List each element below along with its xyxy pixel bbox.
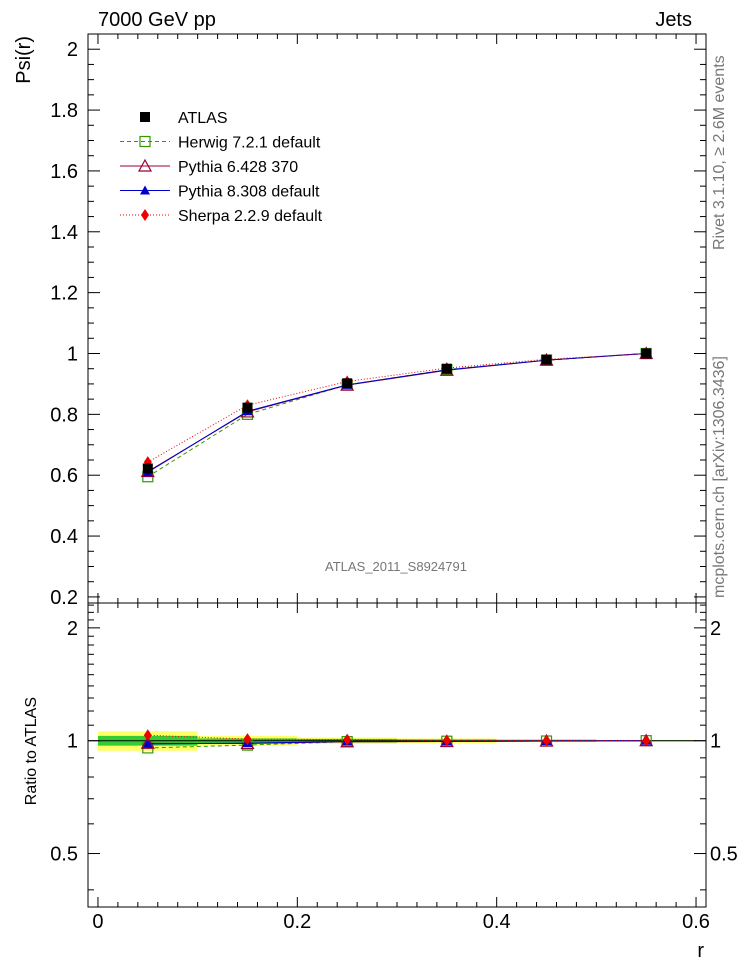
x-tick-label: 0.4 <box>483 911 511 933</box>
axis-ticks: 0 0.2 0.4 0.6 0.2 0.4 0.6 0.8 1 1.2 1.4 1.6 1.8 2 0.5 0… <box>50 34 738 933</box>
ratio-y-tick-label-right: 0.5 <box>710 844 738 866</box>
ratio-point-pythia-6-428-370 <box>140 736 155 749</box>
y-tick-label: 1.2 <box>50 283 78 305</box>
y-tick-label: 1 <box>67 343 78 365</box>
ratio-point-sherpa-2-2-9-default <box>143 729 152 742</box>
series-layer <box>140 346 654 754</box>
analysis-watermark: ATLAS_2011_S8924791 <box>325 559 467 574</box>
legend: ATLAS Herwig 7.2.1 default Pythia 6.428 37… <box>120 110 323 225</box>
ratio-point-pythia-8-308-default <box>142 738 153 748</box>
y-tick-label: 0.2 <box>50 587 78 609</box>
legend-label-pythia-8-308-default: Pythia 8.308 default <box>178 184 320 201</box>
y-tick-label: 0.8 <box>50 404 78 426</box>
ratio-y-axis-label: Ratio to ATLAS <box>23 697 40 805</box>
legend-label-sherpa-2-2-9-default: Sherpa 2.2.9 default <box>178 208 323 225</box>
data-point-atlas <box>242 402 253 413</box>
rivet-version-label: Rivet 3.1.10, ≥ 2.6M events <box>711 55 728 250</box>
ratio-point-sherpa-2-2-9-default <box>243 733 252 746</box>
ratio-plot-frame <box>87 602 707 908</box>
legend-marker-pythia-6-428-370 <box>137 158 153 172</box>
y-axis-label: Psi(r) <box>13 36 35 84</box>
data-point-atlas <box>342 378 353 389</box>
data-point-atlas <box>441 363 452 374</box>
ratio-y-tick-label: 0.5 <box>50 844 78 866</box>
x-axis-label: r <box>697 940 704 962</box>
data-point-atlas <box>142 463 153 474</box>
data-point-atlas <box>641 348 652 359</box>
x-tick-label: 0 <box>92 911 103 933</box>
y-tick-label: 2 <box>67 39 78 61</box>
ratio-point-sherpa-2-2-9-default <box>542 734 551 747</box>
ratio-y-tick-label: 2 <box>67 618 78 640</box>
data-point-atlas <box>541 354 552 365</box>
y-tick-label: 0.6 <box>50 465 78 487</box>
mcplots-reference-label: mcplots.cern.ch [arXiv:1306.3436] <box>711 356 728 598</box>
x-tick-label: 0.6 <box>682 911 710 933</box>
x-tick-label: 0.2 <box>283 911 311 933</box>
ratio-point-sherpa-2-2-9-default <box>442 734 451 747</box>
legend-label-atlas: ATLAS <box>178 110 228 127</box>
ratio-point-sherpa-2-2-9-default <box>343 733 352 746</box>
legend-marker-pythia-8-308-default <box>140 185 150 195</box>
ratio-y-tick-label-right: 1 <box>710 731 721 753</box>
y-tick-label: 1.6 <box>50 161 78 183</box>
legend-marker-atlas <box>140 112 150 122</box>
y-tick-label: 1.4 <box>50 222 78 244</box>
ratio-line-pythia-8-308-default <box>147 740 647 745</box>
series-line-sherpa-2-2-9-default <box>147 352 647 463</box>
legend-marker-herwig-7-2-1-default <box>139 135 151 148</box>
legend-marker-sherpa-2-2-9-default <box>141 209 149 221</box>
ratio-y-tick-label-right: 2 <box>710 618 721 640</box>
ratio-point-sherpa-2-2-9-default <box>642 734 651 747</box>
header-process-label: 7000 GeV pp <box>98 9 216 31</box>
series-line-herwig-7-2-1-default <box>147 352 647 478</box>
ratio-y-tick-label: 1 <box>67 731 78 753</box>
header-analysis-label: Jets <box>655 9 692 31</box>
y-tick-label: 0.4 <box>50 526 78 548</box>
y-tick-label: 1.8 <box>50 100 78 122</box>
legend-label-pythia-6-428-370: Pythia 6.428 370 <box>178 159 298 176</box>
series-line-pythia-8-308-default <box>147 352 647 473</box>
legend-label-herwig-7-2-1-default: Herwig 7.2.1 default <box>178 135 321 152</box>
series-line-pythia-6-428-370 <box>147 352 647 472</box>
ratio-line-sherpa-2-2-9-default <box>147 734 647 742</box>
